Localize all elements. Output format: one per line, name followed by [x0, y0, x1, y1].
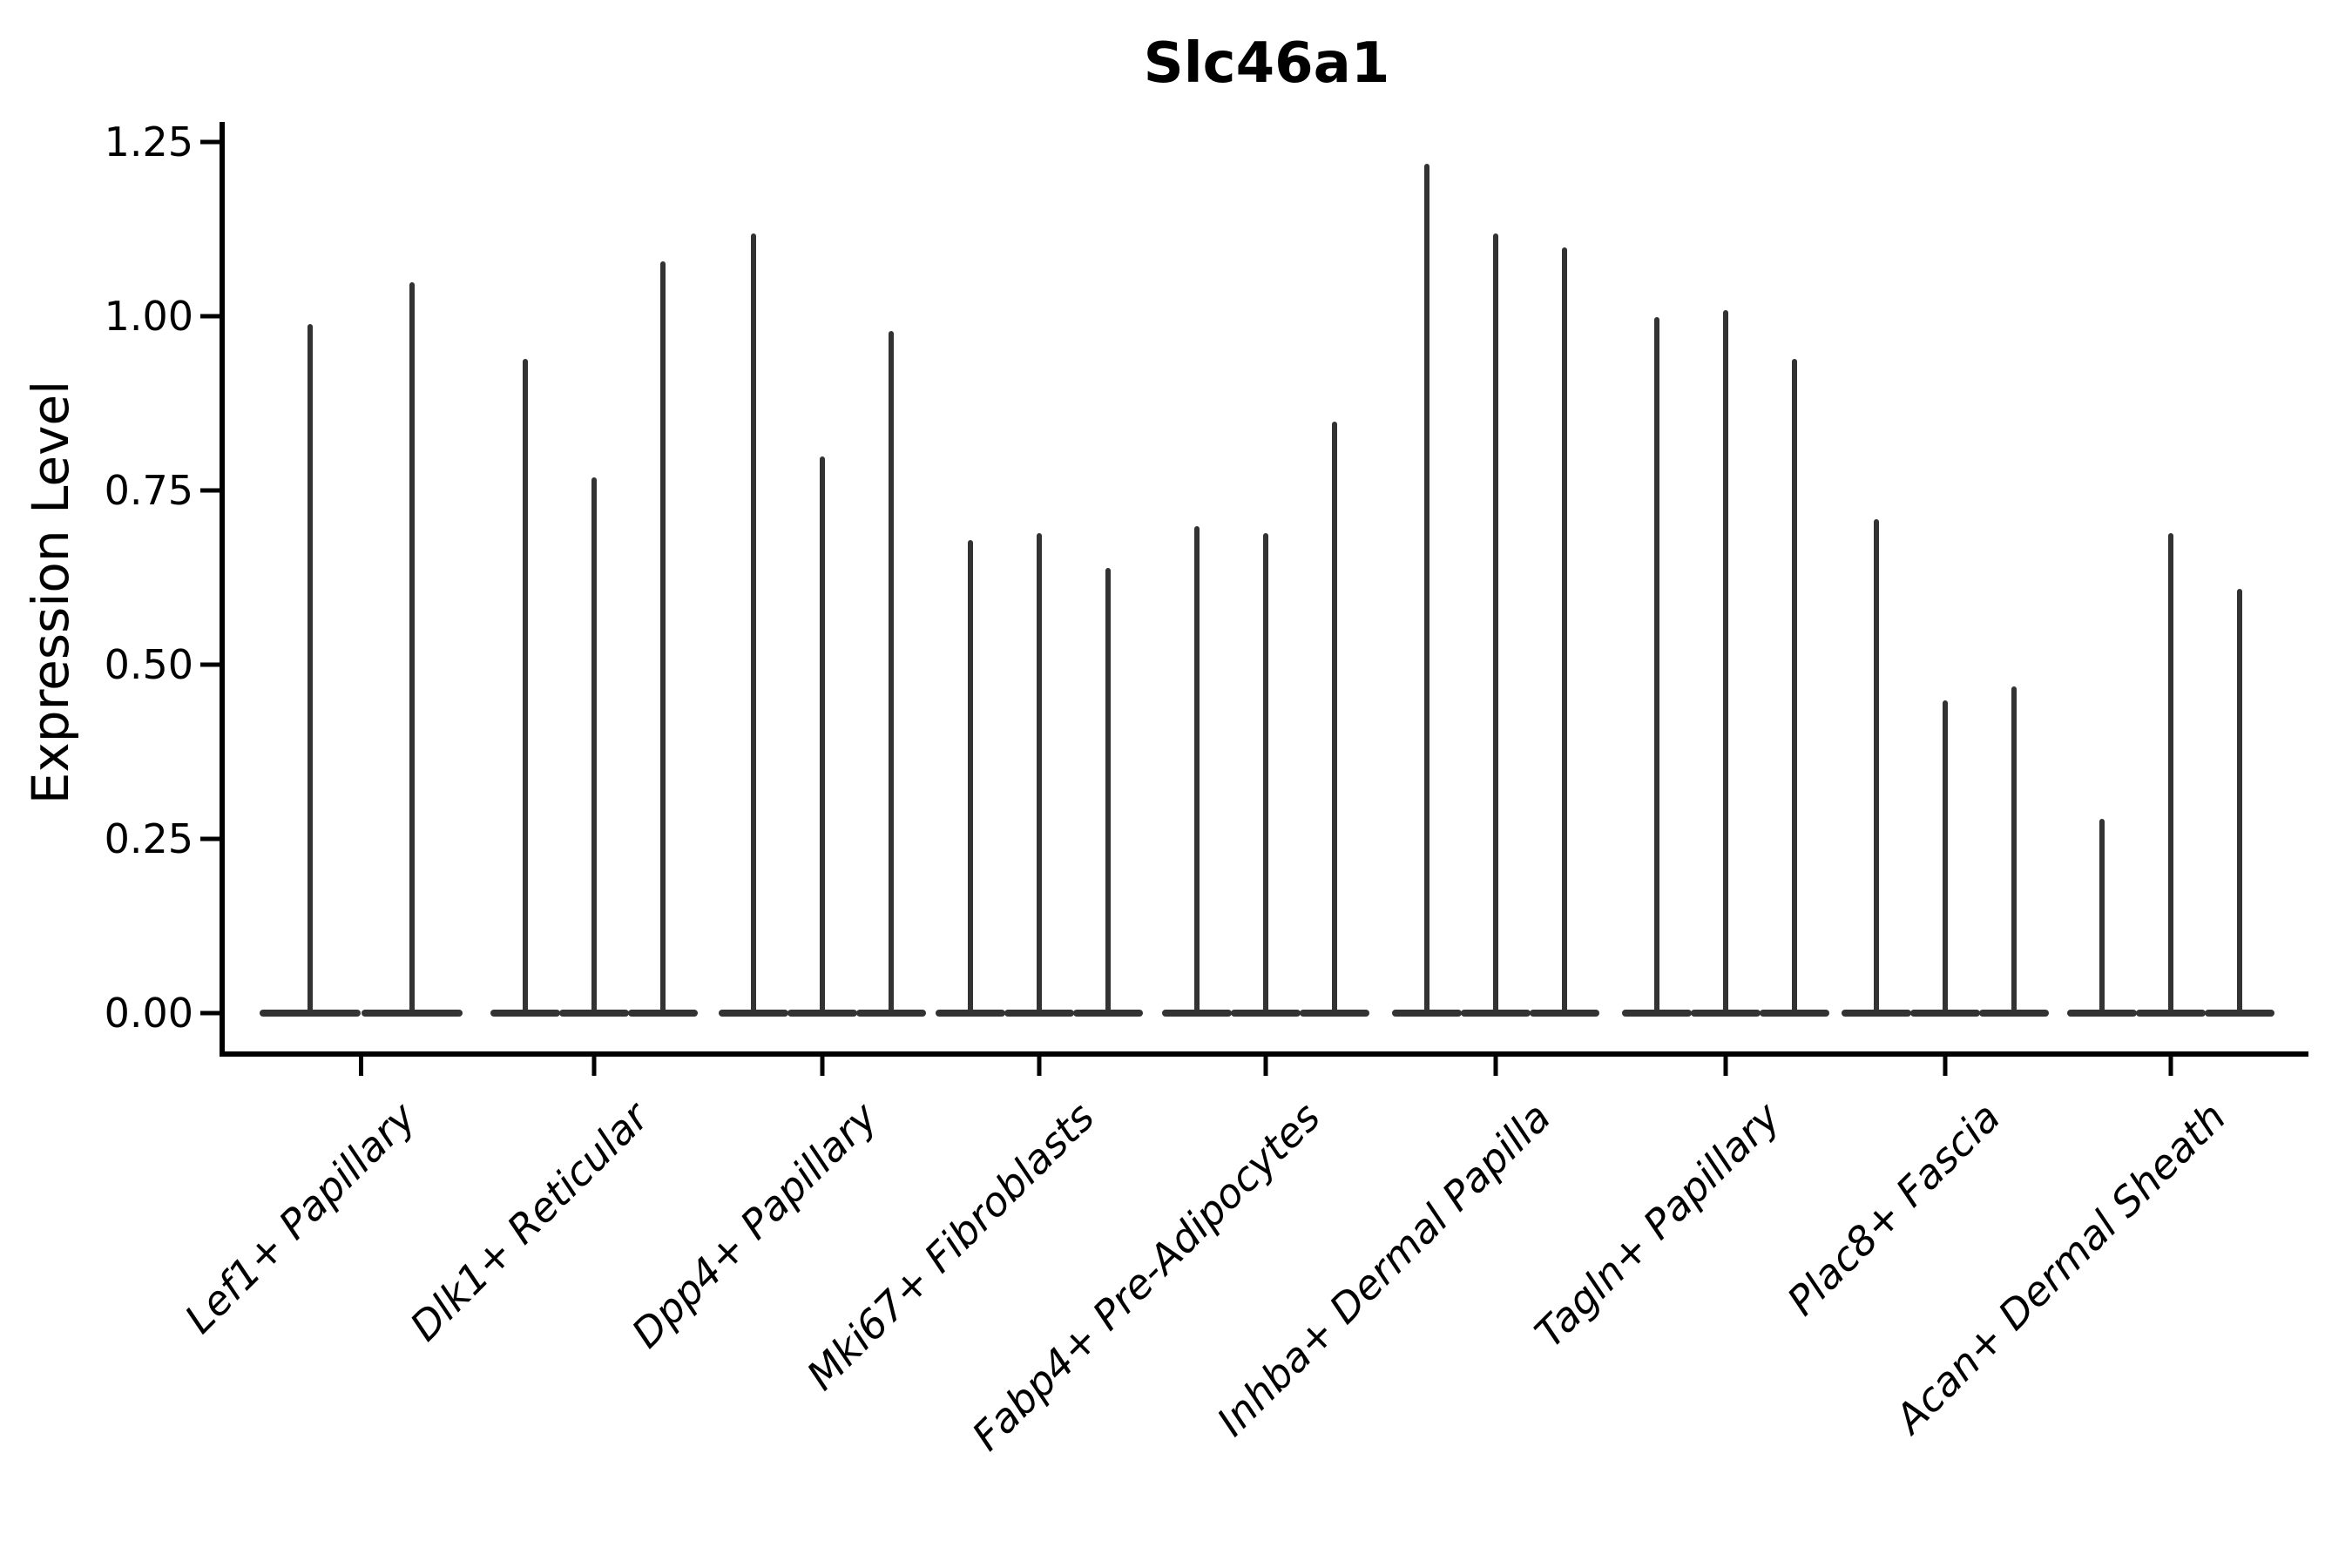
plot-title: Slc46a1	[1143, 31, 1390, 96]
y-tick-label: 0.75	[104, 467, 193, 514]
y-tick-label: 0.25	[104, 815, 193, 862]
y-tick-label: 1.25	[104, 118, 193, 166]
y-tick-label: 0.50	[104, 641, 193, 688]
y-tick-label: 1.00	[104, 293, 193, 340]
y-tick-label: 0.00	[104, 990, 193, 1037]
